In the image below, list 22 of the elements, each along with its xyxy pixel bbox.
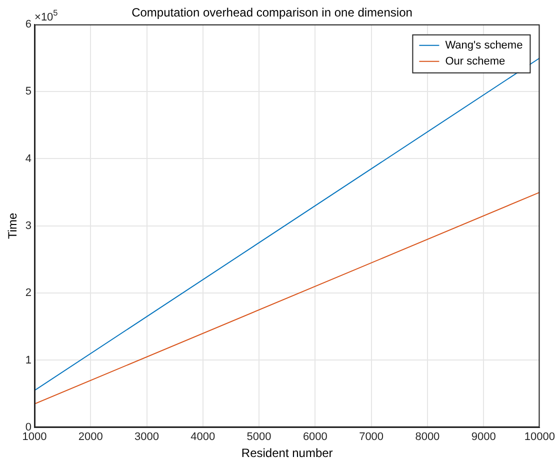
x-tick-label: 3000 — [134, 431, 160, 444]
y-tick-label: 0 — [25, 421, 32, 434]
x-tick-label: 4000 — [190, 431, 216, 444]
x-tick-label: 5000 — [246, 431, 272, 444]
y-tick-label: 3 — [25, 220, 32, 232]
x-tick-label: 2000 — [78, 431, 103, 444]
x-tick-label: 9000 — [471, 431, 496, 444]
legend-label: Wang's scheme — [445, 39, 523, 52]
x-tick-label: 1000 — [22, 431, 47, 444]
x-axis-title: Resident number — [241, 446, 333, 460]
y-tick-label: 6 — [25, 18, 32, 30]
x-tick-label: 8000 — [415, 431, 440, 444]
y-tick-label: 5 — [25, 86, 32, 98]
legend-label: Our scheme — [445, 55, 506, 68]
y-axis-title: Time — [6, 212, 20, 240]
x-tick-label: 10000 — [524, 431, 556, 444]
y-tick-label: 2 — [25, 287, 32, 300]
x-tick-label: 7000 — [359, 431, 384, 444]
chart-title: Computation overhead comparison in one dimension — [132, 6, 412, 20]
y-tick-label: 4 — [25, 152, 32, 165]
y-tick-label: 1 — [25, 354, 32, 366]
x-tick-label: 6000 — [302, 431, 328, 444]
